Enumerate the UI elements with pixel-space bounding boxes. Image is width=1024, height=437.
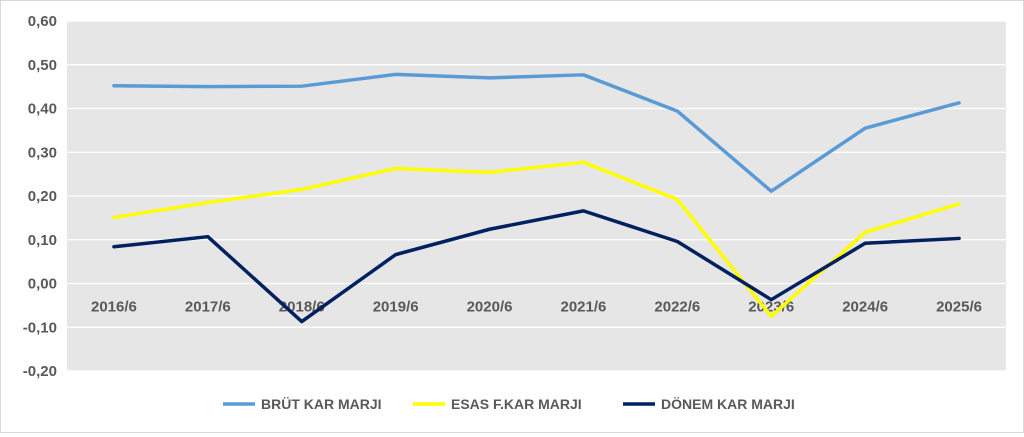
y-axis-ticks: -0,20 -0,10 0,00 0,10 0,20 0,30 0,40 0,50 0,60 bbox=[23, 13, 57, 380]
y-tick-label: 0,40 bbox=[28, 101, 57, 118]
y-tick-label: 0,50 bbox=[28, 57, 57, 74]
x-tick-label: 2022/6 bbox=[654, 299, 700, 316]
y-tick-label: 0,30 bbox=[28, 144, 57, 161]
y-tick-label: -0,20 bbox=[23, 363, 57, 380]
x-tick-label: 2019/6 bbox=[373, 299, 419, 316]
x-tick-label: 2024/6 bbox=[842, 299, 888, 316]
x-tick-label: 2020/6 bbox=[467, 299, 513, 316]
series-line-2 bbox=[112, 209, 961, 324]
legend-label: ESAS F.KAR MARJI bbox=[451, 396, 582, 412]
x-axis-ticks: 2016/6 2017/6 2018/6 2019/6 2020/6 2021/6 2022… bbox=[91, 299, 982, 316]
x-tick-label: 2021/6 bbox=[561, 299, 607, 316]
x-tick-label: 2016/6 bbox=[91, 299, 137, 316]
gridlines bbox=[67, 20, 1006, 372]
x-tick-label: 2025/6 bbox=[936, 299, 982, 316]
legend: BRÜT KAR MARJI ESAS F.KAR MARJI DÖNEM KAR … bbox=[223, 396, 795, 412]
y-tick-label: 0,10 bbox=[28, 232, 57, 249]
x-tick-label: 2017/6 bbox=[185, 299, 231, 316]
y-tick-label: 0,20 bbox=[28, 188, 57, 205]
y-tick-label: 0,00 bbox=[28, 276, 57, 293]
legend-label: DÖNEM KAR MARJI bbox=[661, 396, 795, 412]
legend-label: BRÜT KAR MARJI bbox=[261, 396, 382, 412]
y-tick-label: 0,60 bbox=[28, 13, 57, 30]
series-line-0 bbox=[112, 72, 961, 193]
series-lines bbox=[112, 72, 961, 324]
series-line-1 bbox=[112, 160, 961, 319]
y-tick-label: -0,10 bbox=[23, 319, 57, 336]
